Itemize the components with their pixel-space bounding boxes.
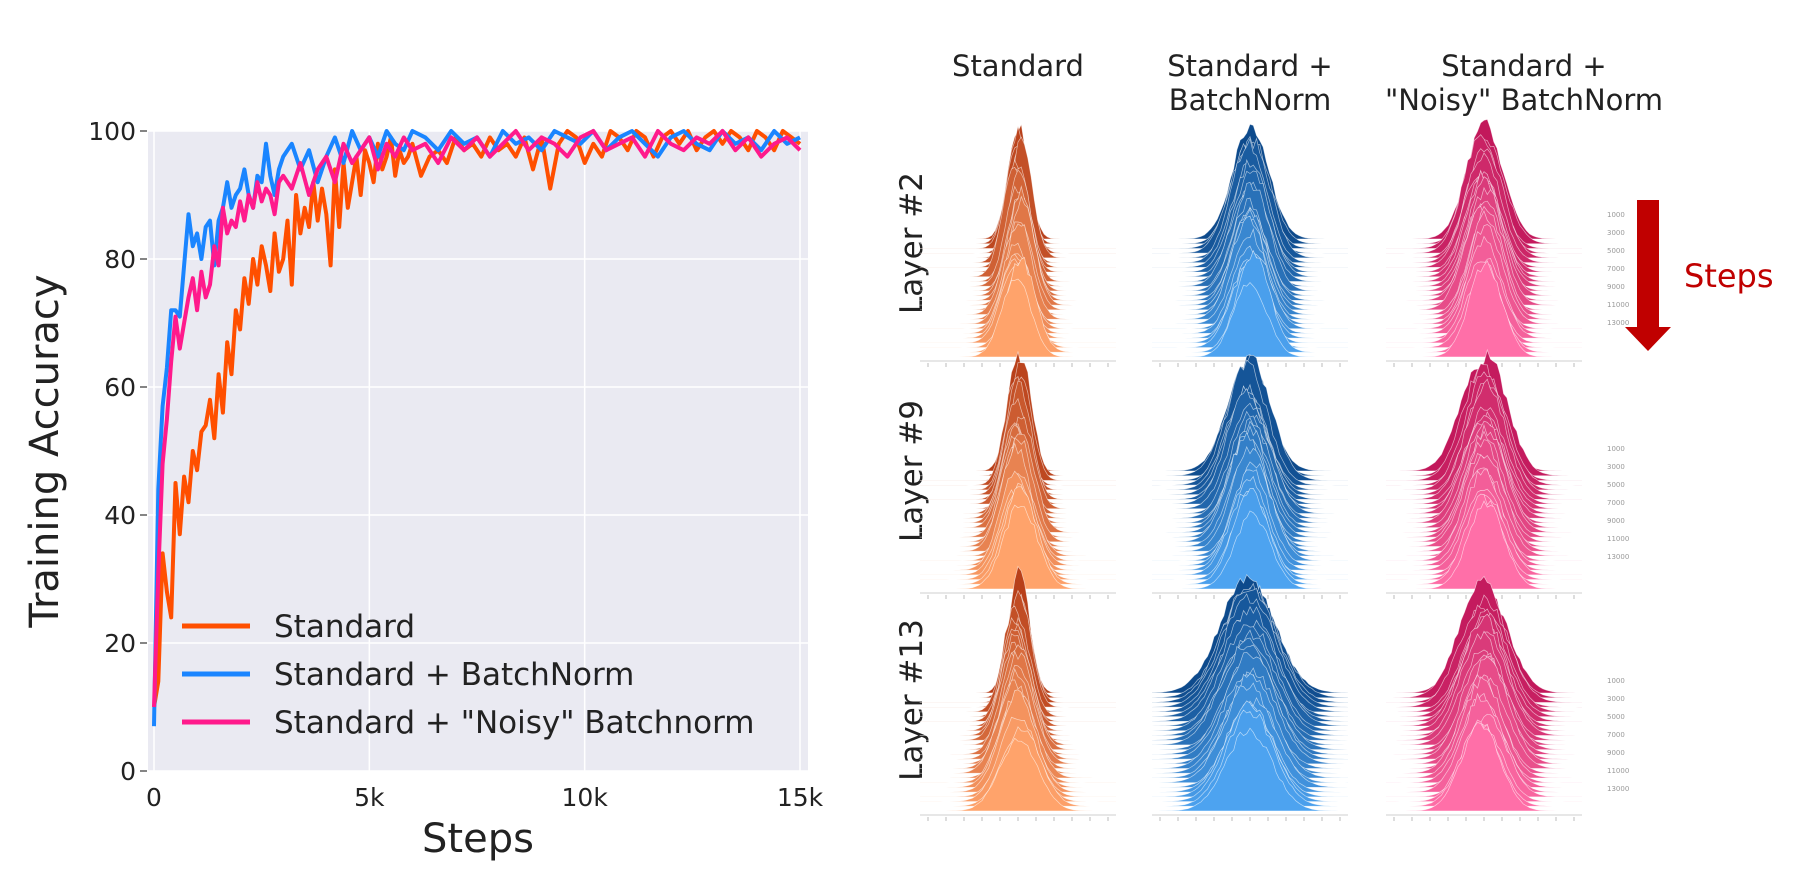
step-label: 3000	[1607, 695, 1625, 703]
arrow-label: Steps	[1684, 257, 1774, 295]
x-axis-label: Steps	[422, 816, 534, 862]
column-header: Standard + "Noisy" BatchNorm	[1385, 49, 1663, 117]
step-label: 1000	[1607, 445, 1625, 453]
y-tick-label: 20	[104, 629, 136, 658]
step-label: 9000	[1607, 283, 1625, 291]
column-header: Standard	[952, 49, 1084, 83]
ridgeline-panel	[1385, 118, 1583, 367]
arrow-head	[1625, 327, 1671, 351]
y-tick-labels: 0 20 40 60 80 100	[88, 117, 136, 786]
legend-label: Standard + "Noisy" Batchnorm	[274, 705, 754, 741]
ridge	[1152, 510, 1348, 590]
ridge	[1386, 721, 1582, 812]
y-tick-label: 0	[120, 757, 136, 786]
step-label: 7000	[1607, 731, 1625, 739]
plot-area	[148, 131, 808, 771]
ridgeline-plots: 1000 3000 5000 7000 9000 11000 13000 1000 3000 50…	[919, 118, 1629, 821]
ridge	[920, 278, 1116, 358]
legend-label: Standard + BatchNorm	[274, 657, 634, 693]
step-label: 1000	[1607, 677, 1625, 685]
steps-arrow: Steps	[1625, 200, 1774, 351]
y-tick-label: 80	[104, 245, 136, 274]
series-line-2	[152, 129, 802, 708]
step-label: 9000	[1607, 517, 1625, 525]
x-tick-label: 15k	[777, 783, 824, 812]
distribution-grid: Standard Standard + BatchNorm Standard + "No…	[894, 49, 1774, 821]
training-accuracy-chart: 0 20 40 60 80 100 0 5k 10k 15k Training Accuracy…	[22, 117, 824, 862]
series-line-1	[152, 129, 801, 727]
legend: Standard Standard + BatchNorm Standard + "…	[182, 609, 754, 741]
ridgeline-panel	[919, 565, 1117, 821]
y-axis-label: Training Accuracy	[22, 274, 68, 628]
ridgeline-panel	[919, 123, 1117, 367]
column-headers: Standard Standard + BatchNorm Standard + "No…	[952, 49, 1663, 117]
series-lines	[152, 129, 802, 727]
gridlines	[140, 130, 808, 772]
y-tick-label: 60	[104, 373, 136, 402]
y-tick-label: 100	[88, 117, 136, 146]
step-label: 11000	[1607, 767, 1629, 775]
x-tick-labels: 0 5k 10k 15k	[146, 783, 824, 812]
step-label: 7000	[1607, 499, 1625, 507]
ridge	[1152, 727, 1348, 812]
step-label: 9000	[1607, 749, 1625, 757]
y-tick-label: 40	[104, 501, 136, 530]
ridgeline-panel	[1385, 348, 1583, 599]
step-label: 1000	[1607, 211, 1625, 219]
ridgeline-panel	[1151, 123, 1349, 367]
x-tick-label: 10k	[562, 783, 609, 812]
ridge	[920, 504, 1116, 590]
step-label: 11000	[1607, 301, 1629, 309]
column-header: Standard + BatchNorm	[1167, 49, 1332, 117]
legend-label: Standard	[274, 609, 415, 645]
ridgeline-panel	[1385, 575, 1583, 821]
ridge	[1386, 260, 1582, 358]
arrow-shaft	[1637, 200, 1659, 328]
row-label: Layer #2	[894, 172, 930, 314]
ridgeline-panel	[919, 351, 1117, 599]
step-label: 7000	[1607, 265, 1625, 273]
step-label: 13000	[1607, 553, 1629, 561]
ridge	[1152, 281, 1348, 358]
step-label: 5000	[1607, 713, 1625, 721]
step-label: 5000	[1607, 247, 1625, 255]
row-label: Layer #13	[894, 619, 930, 781]
x-tick-label: 5k	[354, 783, 385, 812]
step-label: 13000	[1607, 785, 1629, 793]
ridge	[920, 737, 1116, 812]
step-label: 11000	[1607, 535, 1629, 543]
step-label: 5000	[1607, 481, 1625, 489]
x-tick-label: 0	[146, 783, 162, 812]
ridgeline-panel	[1151, 574, 1349, 821]
ridgeline-panel	[1151, 354, 1349, 599]
step-label: 13000	[1607, 319, 1629, 327]
step-label: 3000	[1607, 229, 1625, 237]
step-label: 3000	[1607, 463, 1625, 471]
ridge	[1386, 500, 1582, 590]
